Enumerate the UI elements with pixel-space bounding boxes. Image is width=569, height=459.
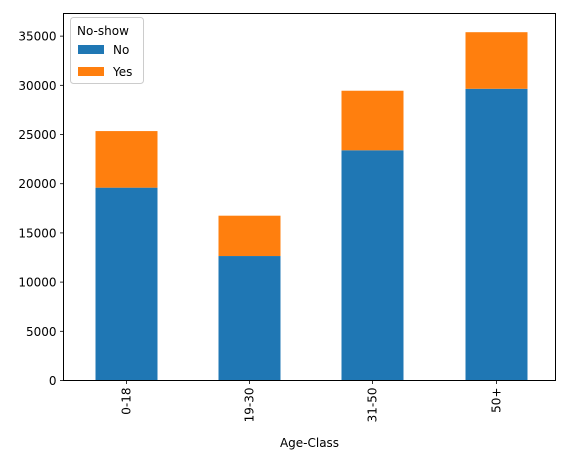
bar-no-50+ xyxy=(465,88,528,381)
y-tick-label: 10000 xyxy=(18,276,56,290)
y-tick-label: 5000 xyxy=(26,325,57,339)
plot-area-frame xyxy=(63,13,556,381)
x-axis-ticks: 0-18 19-30 31-50 50+ xyxy=(120,380,504,423)
y-tick-label: 0 xyxy=(49,374,57,388)
y-axis-ticks: 0 5000 10000 15000 20000 25000 30000 35000 xyxy=(18,30,64,388)
legend: No-show No Yes xyxy=(70,17,144,84)
bar-no-19-30 xyxy=(218,256,281,381)
y-tick-label: 15000 xyxy=(18,226,56,240)
y-tick-label: 25000 xyxy=(18,128,56,142)
axes-group xyxy=(63,13,556,381)
y-tick-label: 20000 xyxy=(18,177,56,191)
legend-swatch-yes xyxy=(78,67,104,76)
x-tick-label: 19-30 xyxy=(243,388,257,423)
bar-yes-19-30 xyxy=(218,215,281,257)
bar-yes-0-18 xyxy=(95,131,158,188)
legend-swatch-no xyxy=(78,45,104,54)
y-tick-label: 35000 xyxy=(18,30,56,44)
x-tick-label: 31-50 xyxy=(366,388,380,423)
y-tick-label: 30000 xyxy=(18,79,56,93)
legend-label-no: No xyxy=(113,43,129,57)
x-axis-label: Age-Class xyxy=(280,436,339,450)
legend-title: No-show xyxy=(77,24,129,38)
legend-label-yes: Yes xyxy=(112,65,132,79)
bar-no-0-18 xyxy=(95,187,158,381)
bar-yes-50+ xyxy=(465,32,528,89)
bar-no-31-50 xyxy=(341,150,404,381)
x-tick-label: 50+ xyxy=(490,388,504,413)
x-tick-label: 0-18 xyxy=(120,388,134,415)
bars-group xyxy=(95,32,528,381)
bar-yes-31-50 xyxy=(341,90,404,151)
